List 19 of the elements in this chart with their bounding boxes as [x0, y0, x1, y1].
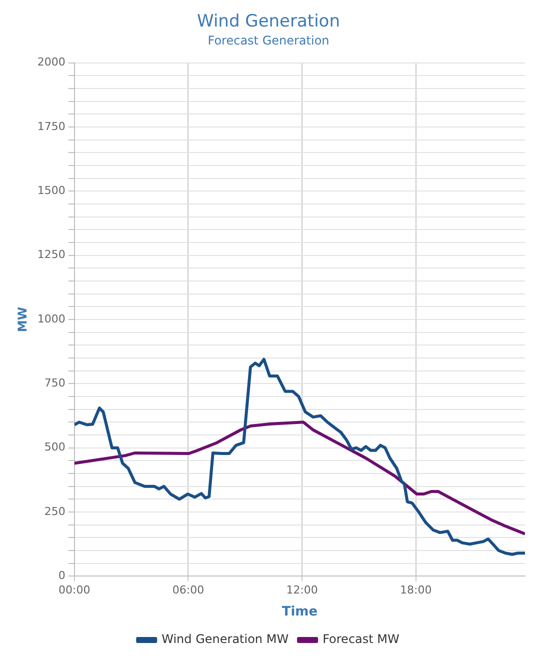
- y-tick-label: 500: [44, 440, 66, 454]
- y-tick-label: 1750: [37, 120, 66, 133]
- y-tick-label: 0: [58, 569, 66, 582]
- chart-subtitle: Forecast Generation: [208, 34, 330, 48]
- y-tick-label: 1250: [37, 248, 66, 262]
- y-tick-label: 750: [44, 376, 66, 390]
- x-tick-label: 00:00: [58, 584, 90, 597]
- y-axis-title: MW: [15, 306, 30, 332]
- legend-label: Forecast MW: [322, 632, 400, 646]
- y-tick-label: 250: [44, 504, 66, 518]
- chart-title: Wind Generation: [197, 12, 340, 32]
- x-axis-title: Time: [282, 604, 318, 620]
- y-tick-label: 1000: [37, 312, 66, 326]
- x-tick-label: 06:00: [172, 584, 204, 597]
- x-tick-label: 12:00: [286, 584, 318, 597]
- y-tick-label: 1500: [37, 184, 66, 198]
- x-tick-label: 18:00: [400, 584, 432, 597]
- y-tick-label: 2000: [37, 56, 66, 69]
- legend-label: Wind Generation MW: [162, 632, 289, 646]
